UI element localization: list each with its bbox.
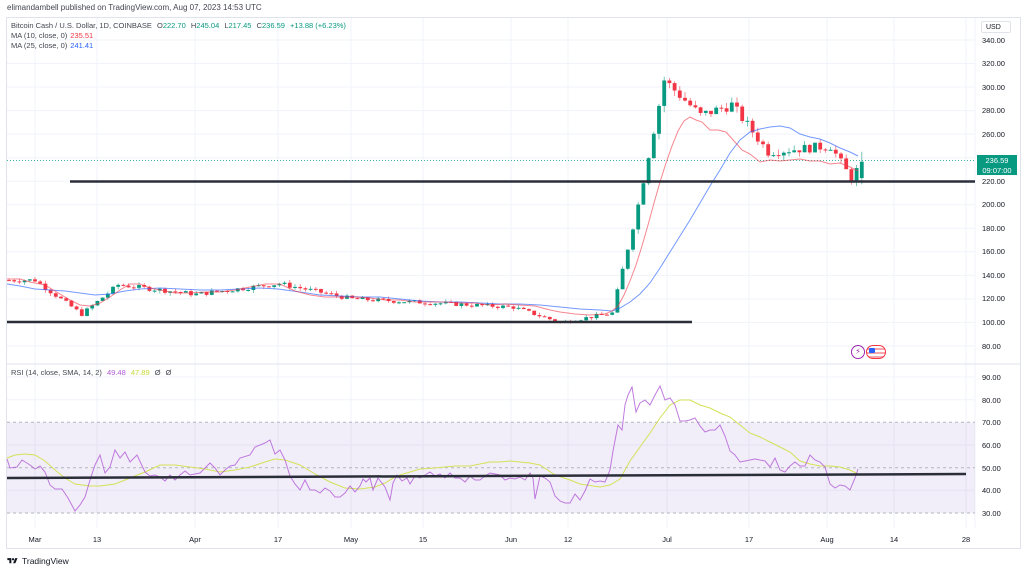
rsi-trendline	[6, 472, 967, 480]
symbol-title: Bitcoin Cash / U.S. Dollar, 1D, COINBASE	[11, 21, 152, 30]
currency-button[interactable]: USD	[981, 21, 1011, 33]
rsi-tick: 90.00	[982, 373, 1001, 382]
ma10-value: 235.51	[70, 31, 94, 40]
ma10-label: MA (10, close, 0)	[11, 31, 68, 40]
time-tick: Jul	[662, 535, 672, 544]
ma10-legend[interactable]: MA (10, close, 0) 235.51	[11, 31, 96, 40]
open-label: O	[156, 21, 163, 30]
us-flag-icon[interactable]	[866, 345, 886, 359]
rsi-extra-value-1: Ø	[154, 368, 161, 377]
ma25-legend[interactable]: MA (25, close, 0) 241.41	[11, 41, 96, 50]
rsi-tick: 60.00	[982, 441, 1001, 450]
price-tick: 80.00	[982, 342, 1001, 351]
rsi-extra-value-2: Ø	[165, 368, 172, 377]
change-value: +13.88 (+6.23%)	[290, 21, 346, 30]
last-price-tag: 236.59 09:07:00	[977, 155, 1017, 175]
tradingview-logo-icon	[7, 558, 18, 564]
time-tick: Jun	[504, 535, 518, 544]
grid-horizontal-rsi	[7, 376, 975, 491]
last-price-value: 236.59	[985, 156, 1009, 165]
price-tick: 300.00	[982, 83, 1005, 92]
ohlc-high: H245.04	[191, 21, 219, 30]
time-tick: Aug	[820, 535, 834, 544]
price-tick: 160.00	[982, 247, 1005, 256]
rsi-tick: 40.00	[982, 486, 1001, 495]
time-tick: May	[343, 535, 359, 544]
grid-vertical	[34, 18, 976, 528]
ma25-value: 241.41	[70, 41, 94, 50]
grid-horizontal-price	[7, 39, 975, 347]
rsi-value: 49.48	[106, 368, 126, 377]
price-tick: 200.00	[982, 200, 1005, 209]
time-tick: Mar	[28, 535, 42, 544]
price-tick: 280.00	[982, 106, 1005, 115]
price-tick: 180.00	[982, 224, 1005, 233]
price-tick: 100.00	[982, 318, 1005, 327]
price-tick: 140.00	[982, 271, 1005, 280]
high-value: 245.04	[196, 21, 220, 30]
price-tick: 120.00	[982, 294, 1005, 303]
rsi-ma-line	[6, 399, 859, 490]
symbol-legend[interactable]: Bitcoin Cash / U.S. Dollar, 1D, COINBASE…	[11, 21, 349, 30]
rsi-tick: 70.00	[982, 418, 1001, 427]
tradingview-logo[interactable]: TradingView	[6, 556, 69, 566]
bar-countdown: 09:07:00	[982, 165, 1012, 175]
time-tick: Apr	[189, 535, 201, 544]
rsi-tick: 30.00	[982, 509, 1001, 518]
price-tick: 220.00	[982, 177, 1005, 186]
close-label: C	[256, 21, 262, 30]
time-tick: 17	[744, 535, 754, 544]
price-tick: 320.00	[982, 59, 1005, 68]
ohlc-low: L217.45	[224, 21, 251, 30]
time-tick: 28	[961, 535, 971, 544]
ohlc-close: C236.59	[257, 21, 285, 30]
rsi-tick: 80.00	[982, 396, 1001, 405]
candlestick-series	[7, 76, 864, 324]
tradingview-brand: TradingView	[22, 556, 69, 566]
flag-canton	[869, 348, 875, 353]
rsi-legend[interactable]: RSI (14, close, SMA, 14, 2) 49.48 47.89 …	[11, 368, 175, 377]
low-label: L	[224, 21, 229, 30]
ohlc-open: O222.70	[157, 21, 186, 30]
publish-info: elimandambell published on TradingView.c…	[7, 3, 262, 12]
open-value: 222.70	[162, 21, 186, 30]
chart-frame	[6, 17, 1021, 549]
low-value: 217.45	[228, 21, 252, 30]
rsi-label: RSI (14, close, SMA, 14, 2)	[11, 368, 102, 377]
rsi-band-lines	[7, 421, 975, 514]
ma25-label: MA (25, close, 0)	[11, 41, 68, 50]
time-tick: 15	[418, 535, 428, 544]
time-tick: 13	[92, 535, 102, 544]
rsi-tick: 50.00	[982, 464, 1001, 473]
ma10-line	[7, 116, 859, 316]
time-tick: 12	[563, 535, 573, 544]
close-value: 236.59	[261, 21, 285, 30]
rsi-ma-value: 47.89	[130, 368, 150, 377]
time-tick: 14	[889, 535, 899, 544]
price-tick: 260.00	[982, 130, 1005, 139]
high-label: H	[190, 21, 197, 30]
time-tick: 17	[273, 535, 283, 544]
ma25-line	[6, 125, 859, 312]
price-tick: 340.00	[982, 36, 1005, 45]
lightning-icon[interactable]: ⚡︎	[851, 345, 865, 359]
